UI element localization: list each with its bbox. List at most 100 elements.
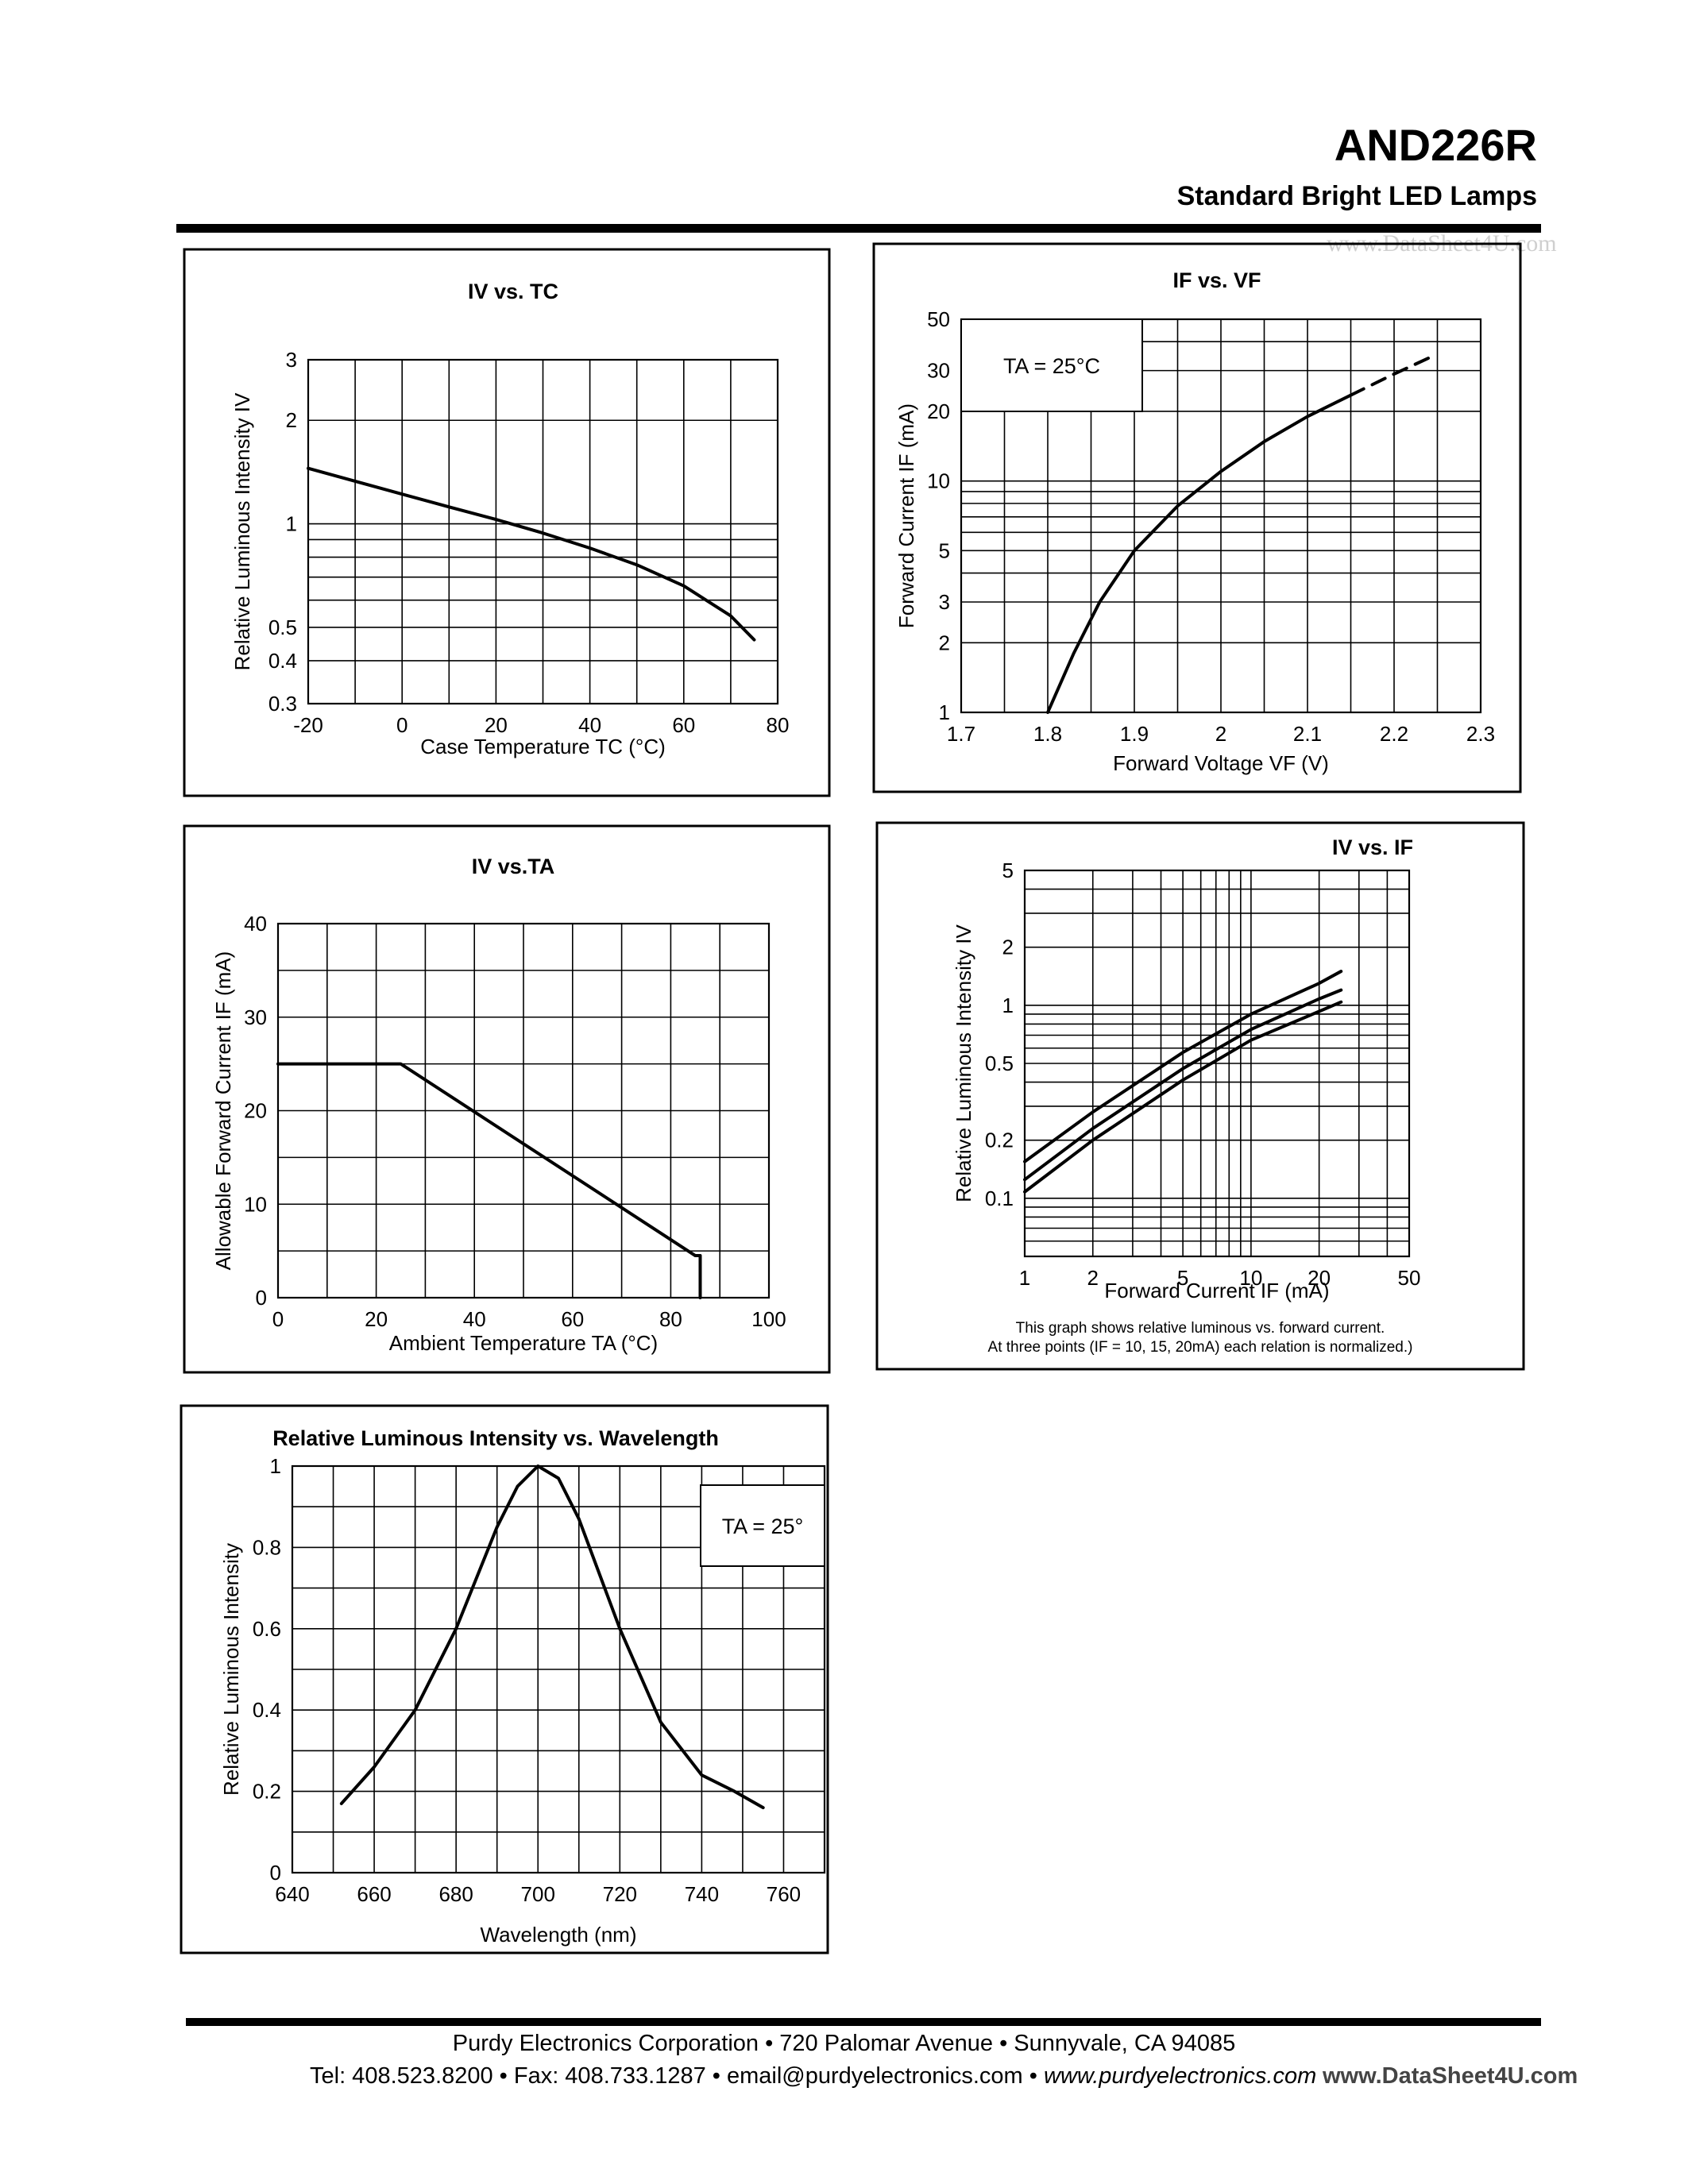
plot-area-border <box>1023 869 1411 1258</box>
series-line-1 <box>307 466 756 642</box>
chart-frame <box>872 242 1522 793</box>
y-tick-label: 10 <box>244 1192 267 1216</box>
series-line-1 <box>276 1062 702 1299</box>
x-tick-label: 740 <box>685 1882 719 1906</box>
x-tick-label: -20 <box>293 713 323 737</box>
y-tick-label: 0.4 <box>253 1698 281 1722</box>
footer-contact-text: Tel: 408.523.8200 • Fax: 408.733.1287 • … <box>310 2063 1044 2089</box>
x-tick-label: 0 <box>272 1307 284 1331</box>
chart-iv-vs-tc: -20 0 20 40 60 80 0.3 0.4 0.5 1 2 3 IV vs. TC Case Te… <box>183 248 831 797</box>
y-tick-label: 10 <box>927 469 950 493</box>
footer-rule <box>186 2018 1541 2026</box>
y-tick-label: 0.6 <box>253 1617 281 1641</box>
x-tick-label: 2.1 <box>1293 722 1322 746</box>
x-tick-label: 60 <box>672 713 695 737</box>
x-axis-label: Forward Voltage VF (V) <box>1113 751 1329 775</box>
x-tick-label: 720 <box>603 1882 637 1906</box>
x-tick-label: 2 <box>1215 722 1226 746</box>
chart-note-line-2: At three points (IF = 10, 15, 20mA) each… <box>988 1339 1413 1356</box>
y-tick-label: 1 <box>939 700 950 724</box>
y-tick-label: 0.2 <box>253 1780 281 1804</box>
chart-title: IV vs.TA <box>472 855 555 878</box>
x-tick-label: 1.8 <box>1033 722 1062 746</box>
x-tick-label: 2 <box>1087 1266 1099 1290</box>
series-line-1 <box>1046 393 1353 714</box>
y-tick-label: 0.5 <box>268 615 297 639</box>
annotation-label: TA = 25°C <box>1003 354 1100 378</box>
y-tick-label: 20 <box>927 399 950 423</box>
chart-frame <box>180 1404 829 1954</box>
chart-iv-vs-if: 1 2 5 10 20 50 0.1 0.2 0.5 1 2 5 IV vs. IF Forward Cu… <box>875 821 1525 1371</box>
x-tick-label: 20 <box>365 1307 388 1331</box>
y-tick-label: 0.3 <box>268 692 297 716</box>
x-tick-label: 40 <box>463 1307 486 1331</box>
x-tick-label: 60 <box>561 1307 584 1331</box>
x-axis-label: Ambient Temperature TA (°C) <box>389 1331 658 1355</box>
y-tick-label: 0.5 <box>985 1051 1014 1075</box>
x-tick-label: 40 <box>578 713 601 737</box>
x-tick-label: 80 <box>659 1307 682 1331</box>
series-line-2 <box>1349 356 1431 397</box>
chart-grid <box>1024 870 1410 1257</box>
series-line-1 <box>339 1464 765 1810</box>
x-tick-label: 0 <box>396 713 408 737</box>
y-tick-label: 0.1 <box>985 1187 1014 1210</box>
y-tick-label: 1 <box>1002 994 1014 1017</box>
series-line-3 <box>1023 1000 1343 1194</box>
y-axis-label: Allowable Forward Current IF (mA) <box>211 951 235 1271</box>
y-tick-label: 50 <box>927 307 950 331</box>
chart-title: Relative Luminous Intensity vs. Waveleng… <box>272 1426 719 1450</box>
x-tick-label: 100 <box>751 1307 786 1331</box>
x-tick-label: 1 <box>1019 1266 1030 1290</box>
x-tick-label: 1.7 <box>947 722 975 746</box>
watermark-bottom: www.DataSheet4U.com <box>1323 2063 1578 2089</box>
x-tick-label: 640 <box>275 1882 309 1906</box>
y-tick-label: 1 <box>286 512 297 536</box>
y-tick-label: 5 <box>1002 859 1014 882</box>
footer-contact: Tel: 408.523.8200 • Fax: 408.733.1287 • … <box>310 2063 1316 2089</box>
part-number: AND226R <box>1334 120 1537 170</box>
y-axis-label: Relative Luminous Intensity IV <box>952 924 975 1202</box>
chart-grid <box>277 923 770 1298</box>
x-tick-label: 680 <box>438 1882 473 1906</box>
footer-website[interactable]: www.purdyelectronics.com <box>1043 2063 1317 2089</box>
plot-area-border <box>960 318 1482 714</box>
x-axis-label: Forward Current IF (mA) <box>1104 1279 1329 1302</box>
y-tick-label: 3 <box>939 590 950 614</box>
y-tick-label: 3 <box>286 348 297 372</box>
x-tick-label: 10 <box>1239 1266 1262 1290</box>
y-tick-label: 1 <box>270 1454 281 1478</box>
annotation-label: TA = 25° <box>722 1515 804 1538</box>
y-axis-label: Forward Current IF (mA) <box>894 403 918 628</box>
chart-title: IV vs. TC <box>468 280 558 303</box>
chart-frame <box>875 821 1525 1371</box>
y-tick-label: 0 <box>256 1286 267 1310</box>
y-tick-label: 30 <box>927 359 950 383</box>
chart-if-vs-vf: 1.7 1.8 1.9 2 2.1 2.2 2.3 1 2 3 5 10 20 30 50 IF vs. VF… <box>872 242 1522 793</box>
plot-area-border <box>291 1464 826 1874</box>
x-tick-label: 20 <box>485 713 508 737</box>
chart-frame <box>183 824 831 1374</box>
y-axis-label: Relative Luminous Intensity IV <box>230 392 254 670</box>
chart-if-vs-ta: 0 20 40 60 80 100 0 10 20 30 40 IV vs.TA Ambient Tem… <box>183 824 831 1374</box>
x-tick-label: 80 <box>767 713 790 737</box>
series-line-2 <box>1023 988 1343 1182</box>
x-tick-label: 2.3 <box>1466 722 1495 746</box>
x-tick-label: 50 <box>1398 1266 1421 1290</box>
y-tick-label: 0.8 <box>253 1535 281 1559</box>
x-tick-label: 5 <box>1177 1266 1188 1290</box>
x-tick-label: 2.2 <box>1380 722 1408 746</box>
chart-frame <box>183 248 831 797</box>
chart-iv-vs-wavelength: 640 660 680 700 720 740 760 0 0.2 0.4 0.6 0.8 1 Relat… <box>180 1404 829 1954</box>
annotation-box <box>960 318 1143 412</box>
y-tick-label: 0 <box>270 1861 281 1885</box>
x-tick-label: 700 <box>521 1882 555 1906</box>
document-subtitle: Standard Bright LED Lamps <box>1176 181 1537 211</box>
series-line-1 <box>1023 970 1343 1163</box>
y-tick-label: 2 <box>1002 936 1014 959</box>
x-tick-label: 1.9 <box>1120 722 1149 746</box>
x-tick-label: 760 <box>767 1882 801 1906</box>
x-axis-label: Case Temperature TC (°C) <box>420 735 666 758</box>
x-tick-label: 20 <box>1308 1266 1331 1290</box>
chart-title: IV vs. IF <box>1332 835 1413 859</box>
